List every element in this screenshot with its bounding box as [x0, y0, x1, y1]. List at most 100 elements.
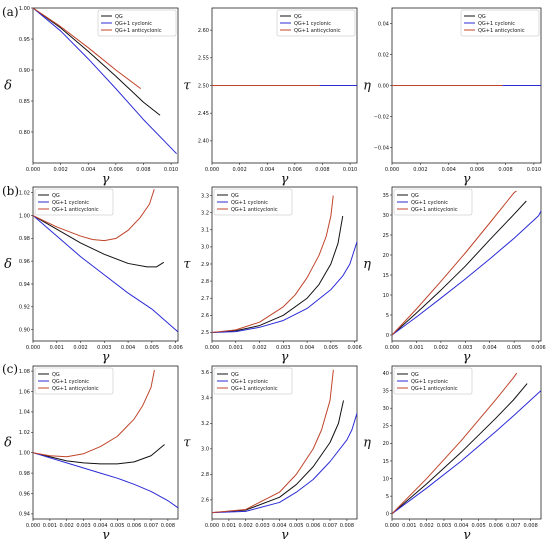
series-line-2 — [211, 241, 358, 333]
y-tick-label: 0.90 — [19, 327, 30, 333]
series-line-3 — [391, 372, 518, 515]
series-line-2 — [32, 215, 179, 333]
legend-box — [393, 188, 473, 216]
x-tick-label: 0.007 — [323, 523, 337, 529]
panel-8: 0.000 0.001 0.002 0.003 0.004 0.005 0.006 0.007… — [183, 365, 358, 539]
x-tick-label: 0.001 — [50, 345, 64, 351]
y-tick-label: 3.4 — [201, 396, 209, 402]
x-tick-label: 0.008 — [161, 523, 175, 529]
x-tick-label: 0.001 — [409, 345, 423, 351]
row-label-b: (b) — [2, 184, 19, 198]
x-tick-label: 0.004 — [260, 167, 274, 173]
panel-5: 0.000 0.001 0.002 0.003 0.004 0.005 0.006 2.5 2.… — [183, 186, 362, 365]
y-tick-label: 0.80 — [19, 130, 30, 136]
panels: 0.000 0.002 0.004 0.006 0.008 0.0100.800.850.… — [4, 6, 546, 539]
x-tick-label: 0.003 — [437, 523, 451, 529]
y-tick-label: 3.2 — [201, 421, 209, 427]
x-axis-label: γ — [463, 350, 471, 365]
y-axis-label: δ — [4, 79, 12, 94]
x-tick-label: 0.006 — [347, 345, 361, 351]
y-axis-label: η — [363, 79, 371, 94]
y-tick-label: 3.6 — [201, 370, 209, 376]
x-tick-label: 0.005 — [289, 523, 303, 529]
panel-4: 0.000 0.001 0.002 0.003 0.004 0.005 0.006 0.90 0… — [4, 186, 183, 365]
y-tick-label: 0.02 — [378, 52, 389, 58]
y-tick-label: 10 — [383, 476, 389, 482]
legend-box — [460, 9, 540, 37]
y-axis-label: δ — [4, 436, 12, 451]
x-tick-label: 0.003 — [255, 523, 269, 529]
y-tick-label: 0 — [386, 333, 389, 339]
y-tick-label: 20 — [383, 253, 389, 259]
legend-label: QG+1 cyclonic — [411, 200, 448, 206]
series-line-1 — [32, 215, 165, 268]
x-tick-label: 0.008 — [315, 167, 329, 173]
x-tick-label: 0.008 — [340, 523, 354, 529]
y-tick-label: 1.02 — [19, 191, 30, 197]
x-tick-label: 0.004 — [442, 167, 456, 173]
legend-label: QG+1 cyclonic — [294, 21, 331, 27]
x-axis-label: γ — [281, 172, 289, 187]
y-tick-label: 25 — [383, 424, 389, 430]
x-tick-label: 0.002 — [53, 167, 67, 173]
y-tick-label: 2.5 — [201, 330, 209, 336]
y-tick-label: 15 — [383, 273, 389, 279]
series-line-3 — [391, 190, 517, 336]
y-axis-label: τ — [183, 436, 191, 451]
series-line-1 — [211, 400, 344, 514]
y-axis-label: τ — [183, 257, 191, 272]
y-tick-label: −0.04 — [374, 145, 389, 151]
legend-label: QG — [115, 14, 123, 20]
y-axis-label: τ — [183, 79, 191, 94]
y-tick-label: 1.00 — [19, 6, 30, 12]
x-tick-label: 0.000 — [385, 523, 399, 529]
legend-label: QG+1 cyclonic — [231, 200, 268, 206]
x-tick-label: 0.003 — [76, 523, 90, 529]
y-tick-label: 1.04 — [19, 410, 30, 416]
x-tick-label: 0.006 — [168, 345, 182, 351]
x-tick-label: 0.008 — [498, 167, 512, 173]
x-axis-label: γ — [281, 350, 289, 365]
legend-label: QG+1 cyclonic — [231, 379, 268, 385]
x-tick-label: 0.004 — [81, 167, 95, 173]
x-tick-label: 0.006 — [109, 167, 123, 173]
y-axis-label: δ — [4, 257, 12, 272]
y-tick-label: 30 — [383, 406, 389, 412]
x-tick-label: 0.010 — [164, 167, 178, 173]
legend-box — [34, 367, 114, 395]
x-tick-label: 0.006 — [470, 167, 484, 173]
legend-box — [213, 367, 293, 395]
legend-label: QG — [52, 193, 60, 199]
x-tick-label: 0.002 — [413, 167, 427, 173]
x-tick-label: 0.010 — [527, 167, 541, 173]
y-tick-label: 0.00 — [378, 83, 389, 89]
y-tick-label: 15 — [383, 459, 389, 465]
y-tick-label: 2.8 — [201, 279, 209, 285]
x-tick-label: 0.003 — [458, 345, 472, 351]
legend-label: QG — [231, 193, 239, 199]
x-tick-label: 0.010 — [343, 167, 357, 173]
legend-label: QG — [231, 372, 239, 378]
x-tick-label: 0.004 — [483, 345, 497, 351]
y-tick-label: 1.08 — [19, 369, 30, 375]
y-tick-label: 0.98 — [19, 236, 30, 242]
y-tick-label: 3.0 — [201, 245, 209, 251]
y-tick-label: 25 — [383, 233, 389, 239]
series-line-2 — [391, 210, 542, 336]
x-tick-label: 0.002 — [419, 523, 433, 529]
series-line-2 — [32, 7, 177, 155]
x-tick-label: 0.005 — [145, 345, 159, 351]
legend-box — [393, 367, 473, 395]
panel-1: 0.000 0.002 0.004 0.006 0.008 0.010 0.80 0.85 0.… — [4, 6, 179, 187]
x-tick-label: 0.000 — [26, 167, 40, 173]
x-tick-label: 0.000 — [205, 167, 219, 173]
y-tick-label: 0.95 — [19, 37, 30, 43]
legend-label: QG+1 anticyclonic — [411, 207, 458, 213]
y-axis-label: η — [363, 436, 371, 451]
